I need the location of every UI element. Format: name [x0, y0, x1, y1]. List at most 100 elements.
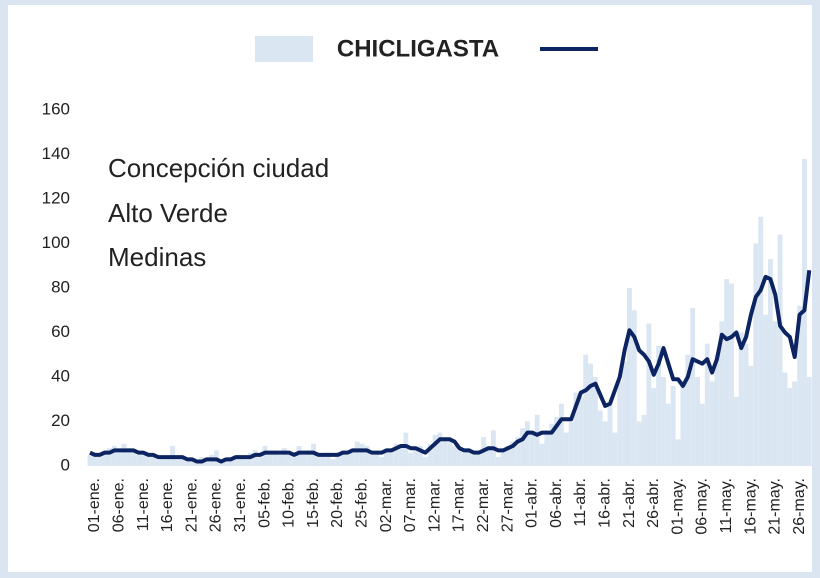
plot-area — [87, 158, 812, 466]
bar — [238, 454, 244, 466]
bar — [141, 452, 146, 466]
bar — [680, 381, 686, 466]
bar — [651, 388, 657, 466]
bar — [364, 445, 370, 466]
bar — [252, 450, 258, 466]
bar — [758, 216, 764, 466]
bar — [500, 450, 506, 466]
bar — [656, 345, 662, 466]
bar — [558, 403, 564, 466]
bar — [393, 443, 399, 466]
bar — [510, 441, 516, 466]
bar — [92, 452, 98, 466]
bar — [350, 448, 355, 466]
bar — [588, 363, 594, 466]
bar — [452, 445, 457, 466]
bar — [573, 392, 579, 466]
bar — [471, 454, 477, 466]
bar — [719, 321, 725, 466]
bar — [646, 323, 652, 466]
bar — [753, 243, 759, 466]
bar — [617, 381, 623, 466]
y-tick-label: 100 — [42, 233, 70, 252]
x-tick-label: 01-may. — [669, 478, 686, 535]
bar — [398, 445, 404, 466]
bar — [335, 452, 341, 466]
bar — [272, 450, 278, 466]
bar — [111, 445, 117, 466]
line — [89, 269, 812, 464]
bar — [345, 454, 351, 466]
x-tick-label: 26-may. — [791, 478, 808, 535]
bar — [189, 459, 195, 466]
bar — [243, 459, 248, 466]
x-tick-label: 10-feb. — [281, 478, 298, 528]
bar — [631, 310, 637, 466]
bar — [714, 354, 720, 466]
x-tick-label: 21-ene. — [183, 478, 200, 532]
bar — [257, 457, 263, 466]
x-tick-label: 31-ene. — [232, 478, 249, 532]
bar — [782, 372, 788, 466]
x-tick-label: 21-abr. — [621, 478, 638, 528]
x-tick-label: 06-ene. — [111, 478, 128, 532]
bar — [223, 459, 229, 466]
x-tick-label: 11-may. — [718, 478, 735, 533]
bar — [277, 454, 282, 466]
bar — [772, 321, 778, 466]
bar — [607, 403, 613, 466]
x-tick-label: 16-ene. — [159, 478, 176, 532]
bar — [456, 450, 462, 466]
bar — [204, 459, 210, 466]
bar — [797, 305, 802, 466]
bar — [520, 428, 525, 466]
y-tick-label: 160 — [42, 99, 70, 118]
bar — [777, 234, 783, 466]
bar — [549, 423, 555, 466]
x-tick-label: 26-ene. — [208, 478, 225, 532]
bar — [593, 377, 598, 466]
bar — [155, 459, 161, 466]
bar — [568, 421, 574, 466]
x-tick-label: 12-mar. — [426, 478, 443, 532]
bar — [622, 361, 628, 466]
y-tick-label: 60 — [51, 322, 70, 341]
bar — [145, 457, 151, 466]
bar — [461, 452, 467, 466]
bar — [743, 343, 749, 466]
annotation: Concepción ciudad — [108, 153, 329, 183]
bar — [374, 452, 380, 466]
bar — [311, 443, 316, 466]
bar — [340, 450, 346, 466]
x-tick-label: 01-ene. — [86, 478, 103, 532]
x-tick-label: 21-may. — [767, 478, 784, 535]
bar — [738, 332, 744, 466]
bar — [267, 452, 273, 466]
bar — [724, 279, 730, 466]
bar — [306, 450, 312, 466]
bar — [442, 439, 448, 466]
bar — [359, 443, 365, 466]
bar — [486, 445, 491, 466]
annotation: Medinas — [108, 242, 206, 272]
chart-title: CHICLIGASTA — [337, 35, 499, 62]
annotation: Alto Verde — [108, 198, 228, 228]
y-tick-label: 20 — [51, 411, 70, 430]
bar — [97, 457, 103, 466]
x-tick-label: 07-mar. — [402, 478, 419, 532]
bar — [554, 417, 559, 466]
bar — [427, 443, 433, 466]
bar — [320, 454, 326, 466]
x-tick-label: 11-ene. — [135, 478, 152, 531]
bar — [806, 377, 812, 466]
bar — [641, 414, 647, 466]
bar — [495, 457, 501, 466]
x-tick-label: 25-feb. — [354, 478, 371, 528]
bar — [690, 308, 696, 466]
x-tick-label: 06-abr. — [548, 478, 565, 528]
bar — [729, 283, 734, 466]
bar — [102, 450, 108, 466]
bar — [578, 397, 584, 466]
bar — [627, 288, 632, 466]
bar — [597, 410, 603, 466]
